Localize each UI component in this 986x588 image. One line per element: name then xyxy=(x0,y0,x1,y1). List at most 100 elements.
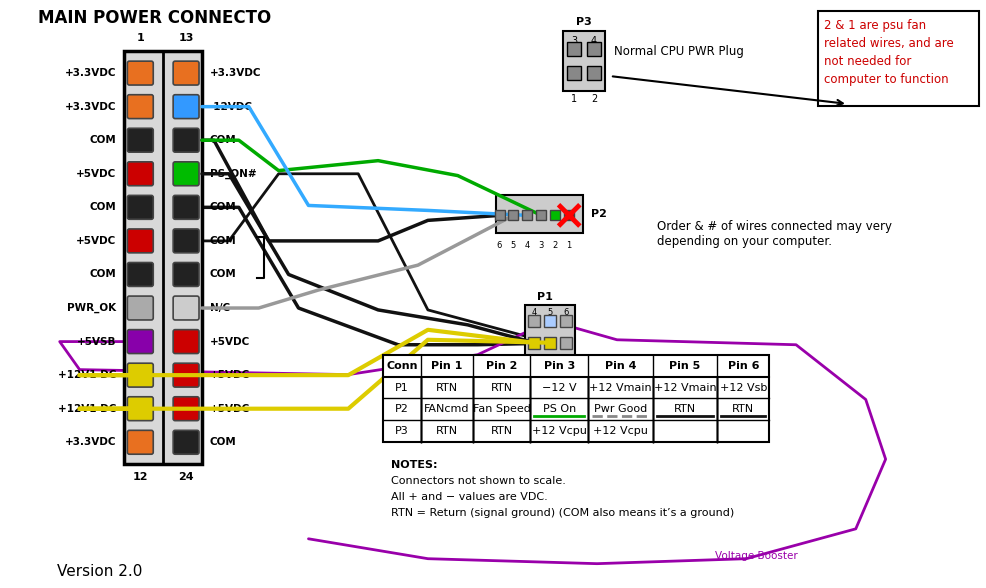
Text: Pin 6: Pin 6 xyxy=(727,360,758,370)
Text: +12 Vcpu: +12 Vcpu xyxy=(531,426,586,436)
Text: All + and − values are VDC.: All + and − values are VDC. xyxy=(390,492,547,502)
Text: Pin 3: Pin 3 xyxy=(543,360,574,370)
Text: +12 Vcpu: +12 Vcpu xyxy=(593,426,647,436)
Text: PS_ON#: PS_ON# xyxy=(210,169,256,179)
Text: COM: COM xyxy=(210,236,237,246)
FancyBboxPatch shape xyxy=(173,397,199,420)
Text: Fan Speed: Fan Speed xyxy=(472,405,529,415)
Text: +12 Vmain: +12 Vmain xyxy=(653,383,716,393)
Text: +5VDC: +5VDC xyxy=(76,169,116,179)
Text: 2: 2 xyxy=(552,241,557,250)
Text: COM: COM xyxy=(210,269,237,279)
Text: FANcmd: FANcmd xyxy=(424,405,469,415)
Text: +3.3VDC: +3.3VDC xyxy=(210,68,261,78)
FancyBboxPatch shape xyxy=(127,195,153,219)
Text: P2: P2 xyxy=(394,405,408,415)
Text: 3: 3 xyxy=(538,241,543,250)
FancyBboxPatch shape xyxy=(173,229,199,253)
FancyBboxPatch shape xyxy=(173,363,199,387)
Bar xyxy=(525,305,575,360)
Text: 3: 3 xyxy=(563,363,568,372)
FancyBboxPatch shape xyxy=(127,162,153,186)
Text: Pin 5: Pin 5 xyxy=(669,360,700,370)
Text: 13: 13 xyxy=(178,34,193,44)
Text: 6: 6 xyxy=(563,308,568,317)
FancyBboxPatch shape xyxy=(173,430,199,454)
FancyBboxPatch shape xyxy=(127,330,153,353)
FancyBboxPatch shape xyxy=(173,61,199,85)
FancyBboxPatch shape xyxy=(127,397,153,420)
Text: P3: P3 xyxy=(576,17,592,27)
Text: 4: 4 xyxy=(525,241,529,250)
Text: Pwr Good: Pwr Good xyxy=(594,405,647,415)
FancyBboxPatch shape xyxy=(173,296,199,320)
Bar xyxy=(817,11,978,106)
Text: +12V1 DC: +12V1 DC xyxy=(58,404,116,414)
FancyBboxPatch shape xyxy=(173,128,199,152)
Text: PWR_OK: PWR_OK xyxy=(67,303,116,313)
Text: RTN = Return (signal ground) (COM also means it’s a ground): RTN = Return (signal ground) (COM also m… xyxy=(390,508,734,518)
Text: MAIN POWER CONNECTO: MAIN POWER CONNECTO xyxy=(37,9,270,28)
Bar xyxy=(528,315,539,327)
Text: Connectors not shown to scale.: Connectors not shown to scale. xyxy=(390,476,565,486)
Text: 5: 5 xyxy=(547,308,552,317)
FancyBboxPatch shape xyxy=(173,262,199,286)
Text: +3.3VDC: +3.3VDC xyxy=(65,437,116,447)
Text: +12 Vsb: +12 Vsb xyxy=(719,383,766,393)
Bar xyxy=(543,315,556,327)
Text: P3: P3 xyxy=(394,426,408,436)
FancyBboxPatch shape xyxy=(127,430,153,454)
Bar xyxy=(508,211,518,220)
Bar xyxy=(563,31,604,91)
Text: Version 2.0: Version 2.0 xyxy=(57,564,142,579)
Text: +5VSB: +5VSB xyxy=(77,336,116,346)
Text: Normal CPU PWR Plug: Normal CPU PWR Plug xyxy=(613,45,743,58)
Text: 2: 2 xyxy=(591,94,597,104)
Text: N/C: N/C xyxy=(210,303,230,313)
Bar xyxy=(564,211,574,220)
FancyBboxPatch shape xyxy=(127,363,153,387)
Bar xyxy=(535,211,545,220)
Bar xyxy=(550,211,560,220)
Text: 1: 1 xyxy=(566,241,571,250)
Bar xyxy=(494,211,504,220)
Text: 1: 1 xyxy=(136,34,144,44)
Text: RTN: RTN xyxy=(732,405,753,415)
Text: +12V1 DC: +12V1 DC xyxy=(58,370,116,380)
Text: +3.3VDC: +3.3VDC xyxy=(65,68,116,78)
Text: +5VDC: +5VDC xyxy=(210,336,250,346)
FancyBboxPatch shape xyxy=(127,128,153,152)
Text: Voltage Booster: Voltage Booster xyxy=(714,551,797,561)
Text: NOTES:: NOTES: xyxy=(390,460,437,470)
Bar xyxy=(495,195,583,233)
Text: Pin 1: Pin 1 xyxy=(431,360,462,370)
Bar xyxy=(528,337,539,349)
FancyBboxPatch shape xyxy=(173,330,199,353)
Bar xyxy=(567,66,581,80)
FancyBboxPatch shape xyxy=(127,296,153,320)
Text: 12: 12 xyxy=(132,472,148,482)
Text: 4: 4 xyxy=(591,36,597,46)
Bar xyxy=(522,211,531,220)
Text: 3: 3 xyxy=(571,36,577,46)
Text: 1: 1 xyxy=(531,363,536,372)
Bar xyxy=(124,51,202,464)
Bar xyxy=(560,337,572,349)
Text: 6: 6 xyxy=(496,241,502,250)
Text: 2 & 1 are psu fan
related wires, and are
not needed for
computer to function: 2 & 1 are psu fan related wires, and are… xyxy=(823,19,952,86)
Bar xyxy=(383,355,768,442)
Text: COM: COM xyxy=(210,202,237,212)
Bar xyxy=(587,66,600,80)
Text: RTN: RTN xyxy=(673,405,695,415)
Text: COM: COM xyxy=(90,269,116,279)
Text: 24: 24 xyxy=(178,472,193,482)
FancyBboxPatch shape xyxy=(127,61,153,85)
Text: Pin 2: Pin 2 xyxy=(485,360,517,370)
Text: +5VDC: +5VDC xyxy=(210,370,250,380)
Text: PS On: PS On xyxy=(542,405,575,415)
Bar xyxy=(560,315,572,327)
Text: +5VDC: +5VDC xyxy=(210,404,250,414)
Text: +12 Vmain: +12 Vmain xyxy=(589,383,651,393)
Text: P1: P1 xyxy=(536,292,553,302)
Text: COM: COM xyxy=(210,135,237,145)
